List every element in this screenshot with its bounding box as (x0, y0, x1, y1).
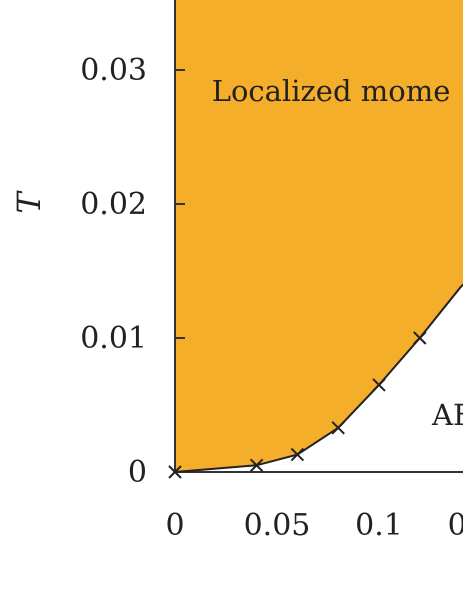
y-tick-label: 0.03 (80, 53, 147, 88)
x-tick-label: 0.1 (355, 508, 403, 543)
y-axis-title: T (10, 190, 48, 214)
data-point-marker (331, 421, 345, 435)
y-tick-label: 0 (128, 455, 147, 490)
region-labels: Localized mome AF (212, 74, 463, 432)
data-point-markers (168, 331, 427, 479)
region-label: Localized mome (212, 74, 451, 108)
localized-moment-region (175, 0, 463, 472)
y-axis-ticks: 0 0.01 0.02 0.03 (80, 53, 185, 490)
x-tick-label: 0.05 (244, 508, 311, 543)
x-axis-ticks: 0 0.05 0.1 0.15 (165, 508, 463, 543)
region-label: AF (431, 398, 463, 432)
data-point-marker (372, 378, 386, 392)
data-point-marker (168, 465, 182, 479)
y-tick-label: 0.02 (80, 187, 147, 222)
y-tick-label: 0.01 (80, 321, 147, 356)
data-point-marker (290, 447, 305, 462)
x-tick-label: 0 (165, 508, 184, 543)
x-tick-label: 0.15 (448, 508, 463, 543)
data-point-marker (249, 458, 264, 473)
data-point-marker (413, 331, 427, 345)
